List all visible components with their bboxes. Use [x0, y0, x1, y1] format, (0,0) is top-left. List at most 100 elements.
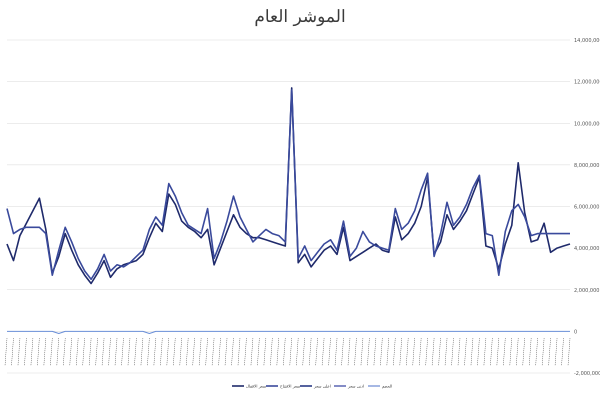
- series-line-3: [7, 330, 570, 334]
- x-tick-label: [56, 337, 60, 367]
- x-tick-label: [134, 337, 137, 367]
- x-tick-label: [431, 337, 435, 367]
- legend-label: اعلى سعر: [313, 384, 331, 389]
- x-tick-label: [522, 337, 525, 367]
- x-tick-label: [483, 337, 487, 367]
- x-tick-label: [237, 337, 241, 367]
- x-tick-label: [160, 337, 163, 367]
- y-tick-label: 8,000,000: [574, 163, 599, 169]
- x-tick-label: [386, 337, 390, 367]
- x-tick-label: [50, 337, 53, 367]
- x-tick-label: [24, 337, 27, 367]
- x-tick-label: [528, 337, 532, 367]
- x-tick-label: [88, 337, 92, 367]
- x-tick-label: [380, 337, 383, 367]
- x-tick-label: [308, 337, 312, 367]
- x-tick-label: [153, 337, 157, 367]
- x-tick-label: [373, 337, 377, 367]
- x-tick-label: [127, 337, 131, 367]
- x-tick-label: [140, 337, 144, 367]
- y-tick-label: 6,000,000: [574, 205, 599, 211]
- x-tick-label: [515, 337, 519, 367]
- x-tick-label: [554, 337, 558, 367]
- x-tick-label: [257, 337, 260, 367]
- x-tick-label: [205, 337, 208, 367]
- legend: سعر الاقفال سعر الافتتاح اعلى سعر ادنى سعر ا…: [232, 384, 392, 389]
- x-tick-label: [315, 337, 318, 367]
- x-tick-label: [147, 337, 150, 367]
- x-tick-label: [263, 337, 267, 367]
- x-tick-label: [334, 337, 338, 367]
- x-tick-label: [444, 337, 448, 367]
- x-tick-label: [470, 337, 474, 367]
- x-tick-label: [4, 337, 8, 367]
- x-tick-label: [354, 337, 357, 367]
- x-tick-label: [302, 337, 305, 367]
- x-tick-label: [211, 337, 215, 367]
- y-tick-label: 2,000,000: [574, 288, 599, 294]
- x-tick-label: [43, 337, 47, 367]
- x-tick-label: [561, 337, 564, 367]
- x-tick-label: [11, 337, 14, 367]
- x-tick-label: [405, 337, 409, 367]
- x-tick-label: [244, 337, 247, 367]
- grid-lines: [7, 39, 570, 374]
- series-line-1: [6, 87, 571, 285]
- x-tick-label: [425, 337, 428, 367]
- x-tick-label: [95, 337, 98, 367]
- x-tick-label: [496, 337, 500, 367]
- x-tick-label: [17, 337, 21, 367]
- x-tick-label: [192, 337, 195, 367]
- x-tick-label: [121, 337, 124, 367]
- y-tick-label: 0: [574, 329, 577, 335]
- x-tick-label: [289, 337, 292, 367]
- x-tick-label: [173, 337, 176, 367]
- x-tick-label: [62, 337, 66, 367]
- x-tick-label: [231, 337, 234, 367]
- x-tick-label: [69, 337, 72, 367]
- x-tick-label: [218, 337, 221, 367]
- x-tick-label: [503, 337, 506, 367]
- x-tick-label: [270, 337, 273, 367]
- x-tick-label: [114, 337, 118, 367]
- x-tick-label: [108, 337, 111, 367]
- x-tick-label: [82, 337, 85, 367]
- x-tick-label: [535, 337, 538, 367]
- x-tick-label: [276, 337, 280, 367]
- y-tick-label: 10,000,000: [574, 121, 600, 127]
- x-tick-label: [490, 337, 493, 367]
- y-tick-label: 14,000,000: [574, 38, 600, 44]
- x-tick-label: [567, 337, 571, 367]
- x-tick-label: [101, 337, 105, 367]
- x-tick-label: [75, 337, 79, 367]
- x-tick-label: [438, 337, 441, 367]
- y-tick-label: 4,000,000: [574, 246, 599, 252]
- x-tick-label: [166, 337, 170, 367]
- x-tick-label: [283, 337, 286, 367]
- x-tick-label: [179, 337, 182, 367]
- series-line-2: [6, 89, 570, 281]
- x-tick-label: [198, 337, 202, 367]
- y-tick-label: -2,000,000: [574, 371, 600, 377]
- x-tick-label: [412, 337, 415, 367]
- x-tick-label: [224, 337, 228, 367]
- x-tick-label: [250, 337, 254, 367]
- x-axis-ticks: [4, 337, 571, 367]
- x-tick-label: [367, 337, 370, 367]
- legend-label: سعر الافتتاح: [280, 384, 301, 389]
- series-lines: [6, 87, 571, 334]
- x-tick-label: [548, 337, 551, 367]
- y-axis-ticks: -2,000,000 0 2,000,000 4,000,000 6,000,000 8,…: [574, 38, 600, 377]
- x-tick-label: [295, 337, 299, 367]
- x-tick-label: [30, 337, 34, 367]
- x-tick-label: [464, 337, 467, 367]
- y-tick-label: 12,000,000: [574, 80, 600, 86]
- x-tick-label: [451, 337, 454, 367]
- x-tick-label: [509, 337, 513, 367]
- x-tick-label: [418, 337, 422, 367]
- x-tick-label: [185, 337, 189, 367]
- x-tick-label: [341, 337, 344, 367]
- x-tick-label: [347, 337, 351, 367]
